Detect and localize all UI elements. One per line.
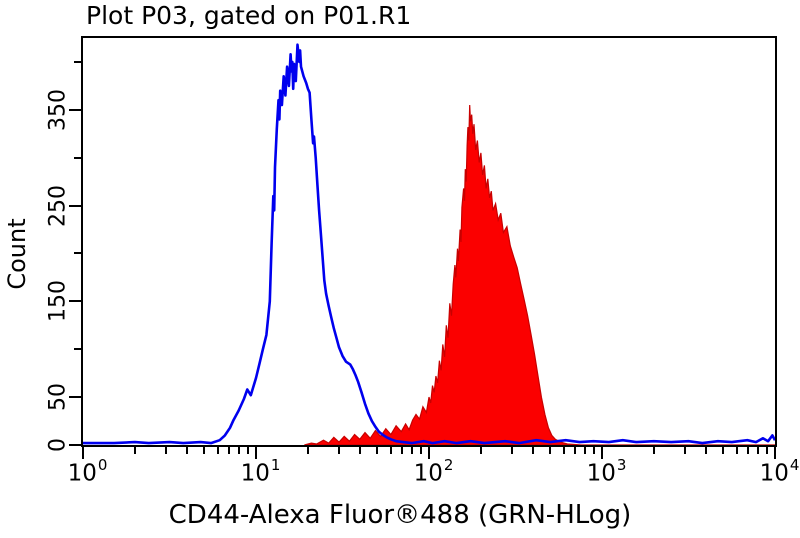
x-major-tick — [82, 447, 84, 459]
x-minor-tick — [389, 447, 392, 454]
x-minor-tick — [359, 447, 362, 454]
x-minor-tick — [766, 447, 769, 454]
y-tick-label: 50 — [45, 383, 71, 412]
x-minor-tick — [532, 447, 535, 454]
y-major-tick — [69, 300, 81, 303]
y-major-tick — [69, 444, 81, 446]
x-minor-tick — [401, 447, 404, 454]
x-minor-tick — [337, 447, 340, 454]
y-minor-tick — [74, 156, 81, 159]
x-minor-tick — [247, 447, 250, 454]
y-axis-label: Count — [3, 218, 31, 290]
y-minor-tick — [74, 252, 81, 255]
x-major-tick — [601, 447, 603, 459]
x-minor-tick — [307, 447, 310, 454]
x-tick-label: 101 — [240, 456, 281, 487]
x-major-tick — [255, 447, 257, 459]
red-filled-histogram-curve — [304, 104, 775, 445]
x-minor-tick — [164, 447, 167, 454]
x-minor-tick — [548, 447, 551, 454]
x-minor-tick — [510, 447, 513, 454]
x-minor-tick — [747, 447, 750, 454]
y-major-tick — [69, 396, 81, 399]
plot-area[interactable] — [81, 36, 777, 447]
x-minor-tick — [202, 447, 205, 454]
x-minor-tick — [584, 447, 587, 454]
x-minor-tick — [375, 447, 378, 454]
x-tick-label: 104 — [759, 456, 800, 487]
y-tick-label: 0 — [45, 438, 71, 452]
x-minor-tick — [757, 447, 760, 454]
y-major-tick — [69, 204, 81, 207]
y-tick-label: 150 — [45, 280, 71, 323]
x-minor-tick — [562, 447, 565, 454]
x-minor-tick — [186, 447, 189, 454]
x-minor-tick — [216, 447, 219, 454]
y-minor-tick — [74, 348, 81, 351]
x-major-tick — [774, 447, 776, 459]
x-minor-tick — [683, 447, 686, 454]
x-minor-tick — [721, 447, 724, 454]
x-tick-label: 103 — [586, 456, 627, 487]
x-minor-tick — [574, 447, 577, 454]
x-minor-tick — [480, 447, 483, 454]
x-minor-tick — [420, 447, 423, 454]
x-minor-tick — [238, 447, 241, 454]
x-minor-tick — [228, 447, 231, 454]
x-tick-label: 102 — [413, 456, 454, 487]
x-minor-tick — [735, 447, 738, 454]
y-tick-label: 250 — [45, 184, 71, 227]
plot-title: Plot P03, gated on P01.R1 — [86, 1, 412, 30]
y-major-tick — [69, 108, 81, 111]
y-tick-label: 350 — [45, 88, 71, 131]
x-minor-tick — [705, 447, 708, 454]
x-minor-tick — [653, 447, 656, 454]
x-minor-tick — [411, 447, 414, 454]
blue-open-histogram-curve — [83, 43, 775, 445]
x-minor-tick — [134, 447, 137, 454]
y-minor-tick — [74, 60, 81, 63]
x-axis-label: CD44-Alexa Fluor®488 (GRN-HLog) — [168, 500, 632, 530]
histogram-canvas — [83, 43, 775, 445]
x-minor-tick — [593, 447, 596, 454]
x-tick-label: 100 — [67, 456, 108, 487]
x-major-tick — [428, 447, 430, 459]
